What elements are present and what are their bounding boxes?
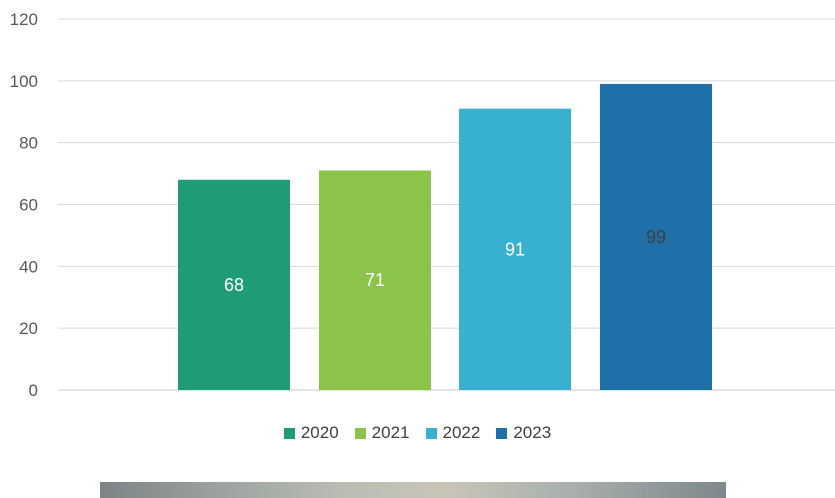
y-tick-label-100: 100 bbox=[10, 72, 38, 91]
legend-label-2022: 2022 bbox=[442, 423, 481, 442]
y-tick-label-20: 20 bbox=[19, 319, 38, 338]
bar-2022 bbox=[459, 108, 571, 391]
data-label-2021: 71 bbox=[365, 270, 385, 290]
legend-label-2020: 2020 bbox=[300, 423, 339, 442]
legend-swatch-2023 bbox=[496, 427, 508, 439]
legend-item-2020: 2020 bbox=[283, 423, 339, 443]
legend-swatch-2020 bbox=[283, 427, 295, 439]
legend: 2020 2021 2022 2023 bbox=[0, 423, 835, 443]
bar-2020 bbox=[178, 179, 290, 390]
bars bbox=[178, 83, 712, 391]
legend-label-2021: 2021 bbox=[371, 423, 410, 442]
legend-item-2023: 2023 bbox=[496, 423, 551, 443]
legend-item-2021: 2021 bbox=[354, 423, 410, 443]
data-labels: 68 71 91 99 bbox=[224, 227, 666, 295]
y-tick-label-0: 0 bbox=[29, 381, 38, 400]
data-label-2022: 91 bbox=[505, 239, 525, 259]
y-axis-ticks: 0 20 40 60 80 100 120 bbox=[10, 10, 38, 400]
bar-2023 bbox=[600, 83, 712, 391]
gridlines bbox=[58, 18, 835, 391]
y-tick-label-120: 120 bbox=[10, 10, 38, 29]
legend-swatch-2021 bbox=[354, 427, 366, 439]
bar-2021 bbox=[319, 170, 431, 390]
photo-image bbox=[100, 482, 726, 498]
legend-swatch-2022 bbox=[425, 427, 437, 439]
y-tick-label-40: 40 bbox=[19, 257, 38, 276]
y-tick-label-80: 80 bbox=[19, 134, 38, 153]
data-label-2023: 99 bbox=[646, 227, 666, 247]
data-label-2020: 68 bbox=[224, 275, 244, 295]
bar-chart: 0 20 40 60 80 100 120 68 71 91 99 bbox=[10, 10, 835, 400]
legend-label-2023: 2023 bbox=[513, 423, 552, 442]
y-tick-label-60: 60 bbox=[19, 196, 38, 215]
legend-item-2022: 2022 bbox=[425, 423, 481, 443]
